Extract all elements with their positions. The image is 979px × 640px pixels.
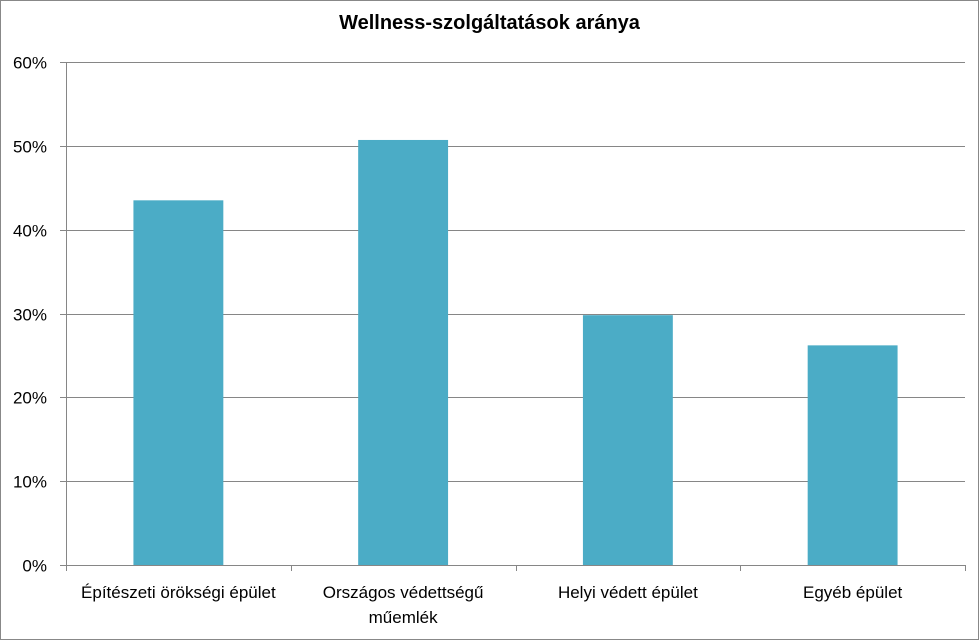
y-tick-label: 50% [13, 138, 47, 157]
y-tick-label: 60% [13, 54, 47, 73]
y-tick-label: 0% [22, 557, 47, 576]
x-category-label: műemlék [369, 608, 438, 627]
y-tick-label: 20% [13, 389, 47, 408]
bar [582, 315, 673, 565]
chart-title: Wellness-szolgáltatások aránya [339, 12, 640, 34]
y-tick-label: 30% [13, 306, 47, 325]
x-category-label: Egyéb épület [803, 583, 903, 602]
x-category-label: Országos védettségű [323, 583, 484, 602]
x-category-label: Építészeti örökségi épület [81, 583, 276, 602]
bar [133, 200, 224, 565]
y-tick-label: 40% [13, 222, 47, 241]
bar [358, 139, 449, 565]
bar [807, 345, 898, 565]
x-category-label: Helyi védett épület [558, 583, 698, 602]
y-tick-label: 10% [13, 473, 47, 492]
